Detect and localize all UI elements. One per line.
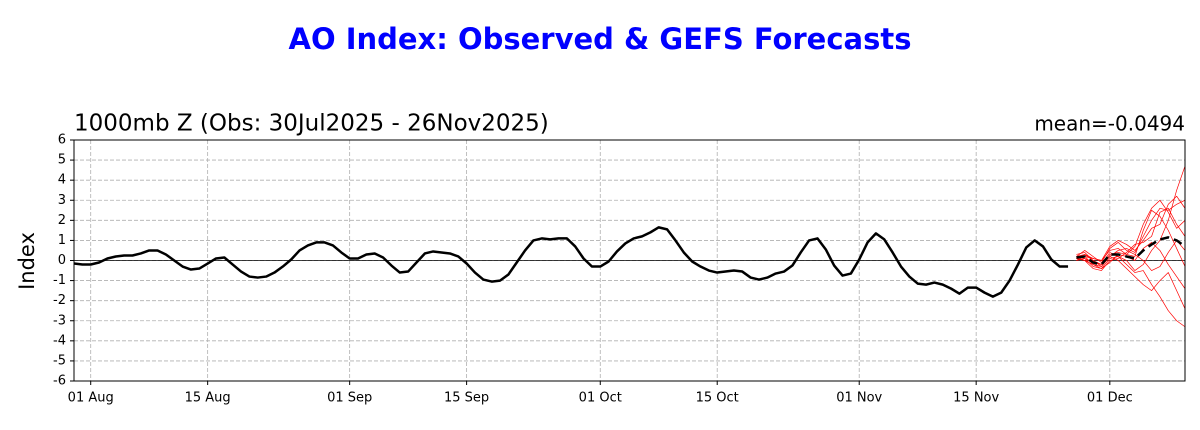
x-tick-label: 01 Oct <box>579 391 622 406</box>
y-tick-label: 1 <box>58 233 66 248</box>
plot-lines <box>74 165 1185 328</box>
series-line <box>1076 240 1185 271</box>
y-tick-label: 5 <box>58 153 66 168</box>
x-tick-label: 01 Aug <box>68 391 114 406</box>
mean-annotation: mean=-0.0494 <box>1034 112 1185 136</box>
x-tick-label: 01 Dec <box>1087 391 1133 406</box>
y-tick-label: 4 <box>58 173 66 188</box>
mean-line <box>1076 236 1185 266</box>
series-line <box>1076 207 1185 271</box>
y-tick-label: -6 <box>53 374 66 389</box>
x-tick-label: 01 Nov <box>836 391 882 406</box>
y-tick-label: -4 <box>53 333 66 348</box>
x-tick-label: 15 Oct <box>696 391 739 406</box>
plot-frame <box>73 139 1186 382</box>
y-tick-label: -1 <box>53 273 66 288</box>
y-axis-label: Index <box>15 232 39 290</box>
y-tick-label: -3 <box>53 313 66 328</box>
x-tick-label: 01 Sep <box>327 391 372 406</box>
x-tick-label: 15 Sep <box>444 391 489 406</box>
x-tick-label: 15 Nov <box>953 391 999 406</box>
y-tick-label: -2 <box>53 293 66 308</box>
series-line <box>1076 165 1185 271</box>
y-tick-label: 6 <box>58 133 66 148</box>
y-tick-label: 2 <box>58 213 66 228</box>
series-line <box>1076 195 1185 261</box>
series-line <box>1076 252 1185 328</box>
x-tick-label: 15 Aug <box>185 391 231 406</box>
chart-title: AO Index: Observed & GEFS Forecasts <box>289 22 912 56</box>
y-tick-label: -5 <box>53 353 66 368</box>
y-tick-label: 0 <box>58 253 66 268</box>
series-line <box>74 226 1069 298</box>
chart-subtitle: 1000mb Z (Obs: 30Jul2025 - 26Nov2025) <box>74 111 549 137</box>
y-tick-label: 3 <box>58 193 66 208</box>
